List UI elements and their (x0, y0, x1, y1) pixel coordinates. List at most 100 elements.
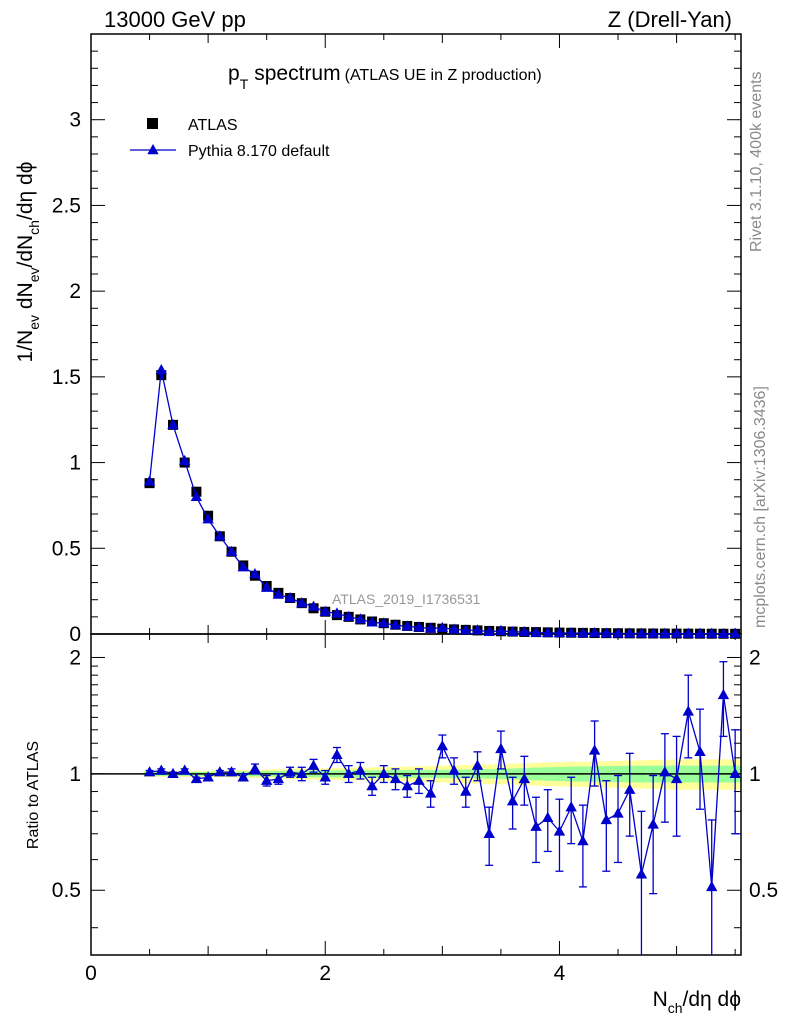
pythia-data-point (272, 588, 285, 599)
ratio-data-point (729, 767, 741, 779)
pythia-data-point (202, 513, 214, 524)
pythia-data-point (225, 545, 238, 556)
y-axis-label: 1/Nev dNev/dNch/dη dϕ (14, 162, 42, 363)
y-tick-label: 0 (69, 623, 81, 646)
pythia-data-point (612, 627, 624, 638)
ratio-data-point (272, 772, 285, 784)
ratio-data-point (600, 813, 613, 825)
ratio-data-point (366, 780, 378, 791)
ratio-data-point (565, 801, 577, 812)
pythia-data-point (600, 627, 613, 638)
legend-pythia-marker (147, 144, 159, 155)
y-tick-label: 1 (69, 452, 81, 475)
ratio-data-point (624, 783, 636, 794)
pythia-data-point (167, 418, 179, 430)
pythia-data-point (389, 619, 402, 630)
pythia-data-point (413, 621, 425, 632)
ratio-data-point (296, 767, 308, 779)
pythia-data-point (366, 616, 378, 627)
ratio-data-point (647, 818, 659, 829)
ratio-data-point (307, 759, 320, 770)
ratio-y-tick-label-left: 1 (69, 763, 81, 786)
ratio-data-point (378, 767, 390, 779)
ratio-data-point (354, 764, 367, 775)
pythia-data-point (565, 626, 577, 638)
ratio-pythia-line (149, 694, 736, 887)
ratio-data-point (237, 771, 249, 782)
x-tick-label: 0 (85, 962, 97, 985)
ratio-y-axis-label: Ratio to ATLAS (25, 741, 42, 849)
ratio-data-point (542, 811, 554, 822)
pythia-data-point (530, 626, 542, 637)
ratio-data-point (331, 748, 343, 760)
ratio-data-point (706, 880, 718, 892)
pythia-data-point (448, 623, 460, 634)
ratio-data-point (436, 740, 449, 751)
pythia-data-point (729, 627, 741, 638)
pythia-data-point (635, 627, 648, 638)
ratio-y-tick-label-left: 2 (69, 646, 81, 669)
ratio-data-point (670, 772, 683, 784)
pythia-data-point (471, 624, 484, 635)
ratio-data-point (155, 764, 167, 775)
pythia-data-point (483, 625, 495, 636)
pythia-data-point (682, 627, 694, 638)
pythia-data-point (588, 626, 601, 638)
pythia-data-point (553, 626, 566, 638)
pythia-data-point (401, 620, 413, 631)
ratio-data-point (260, 774, 273, 785)
pythia-data-point (342, 610, 355, 622)
ratio-data-point (342, 767, 355, 779)
pythia-data-point (307, 600, 320, 611)
ratio-data-point (506, 795, 519, 806)
ratio-y-tick-label-left: 0.5 (52, 879, 81, 902)
ratio-data-point (530, 820, 542, 831)
header-right-label: Z (Drell-Yan) (607, 7, 732, 32)
ratio-y-tick-label-right: 1 (749, 763, 761, 786)
pythia-data-point (214, 530, 226, 541)
ratio-data-point (717, 688, 730, 700)
pythia-data-point (190, 490, 203, 502)
pythia-data-point (647, 627, 659, 638)
pythia-data-point (495, 624, 507, 635)
chart-title: pT spectrum (ATLAS UE in Z production) (228, 62, 542, 92)
y-tick-label: 3 (69, 109, 81, 132)
pythia-data-point (178, 454, 191, 466)
ratio-data-point (612, 807, 624, 818)
y-tick-label: 2 (69, 280, 81, 303)
pythia-data-point (354, 613, 367, 624)
ratio-data-point (389, 772, 402, 784)
pythia-data-point (378, 617, 390, 628)
ratio-data-point (143, 766, 156, 777)
ratio-data-point (553, 825, 566, 836)
ratio-data-point (225, 766, 238, 777)
ratio-data-point (495, 742, 507, 754)
ratio-data-point (659, 766, 671, 777)
pythia-data-point (460, 624, 472, 635)
ratio-data-point (202, 771, 214, 782)
pythia-data-point (249, 568, 261, 579)
ratio-data-point (284, 766, 296, 777)
ratio-data-point (635, 868, 648, 879)
header-left-label: 13000 GeV pp (104, 7, 246, 32)
ratio-data-point (448, 764, 460, 775)
ratio-data-point (588, 744, 601, 755)
pythia-data-point (659, 627, 671, 638)
y-tick-label: 1.5 (52, 366, 81, 389)
pythia-data-point (331, 607, 343, 618)
ratio-data-point (214, 766, 226, 777)
ratio-data-point (460, 785, 472, 796)
y-tick-label: 0.5 (52, 537, 81, 560)
ratio-data-point (178, 764, 191, 775)
x-axis-label: Nch/dη dϕ (653, 988, 741, 1016)
pythia-data-point (260, 581, 273, 592)
ratio-y-tick-label-right: 0.5 (749, 879, 778, 902)
pythia-data-point (296, 597, 308, 608)
legend-atlas-label: ATLAS (188, 117, 238, 134)
ratio-data-point (682, 705, 694, 716)
ratio-data-point (413, 774, 425, 785)
pythia-data-point (694, 627, 706, 638)
ratio-data-point (319, 771, 331, 782)
pythia-data-point (518, 625, 531, 637)
